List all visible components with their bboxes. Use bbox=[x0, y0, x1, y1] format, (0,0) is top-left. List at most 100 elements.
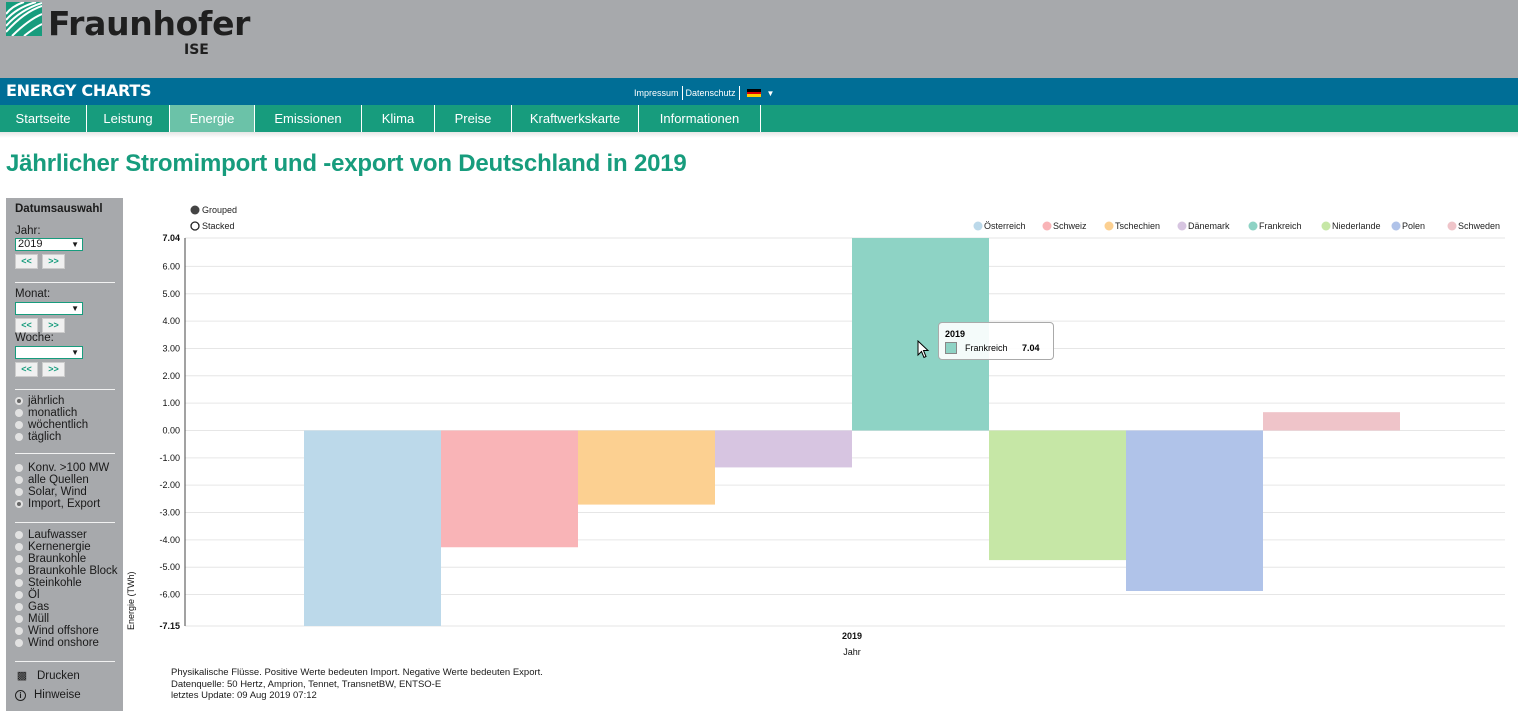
legend-label[interactable]: Tschechien bbox=[1115, 221, 1160, 231]
type-option-steinkohle[interactable]: Steinkohle bbox=[15, 577, 82, 589]
legend-swatch[interactable] bbox=[1248, 221, 1258, 231]
legend-swatch[interactable] bbox=[1447, 221, 1457, 231]
source-option-alle[interactable]: alle Quellen bbox=[15, 474, 89, 486]
divider bbox=[15, 522, 115, 523]
source-option-konv[interactable]: Konv. >100 MW bbox=[15, 462, 109, 474]
footnote-line: Datenquelle: 50 Hertz, Amprion, Tennet, … bbox=[171, 678, 442, 690]
stacked-radio-icon[interactable] bbox=[190, 221, 200, 231]
divider bbox=[15, 661, 115, 662]
type-option-muell[interactable]: Müll bbox=[15, 613, 49, 625]
legend-label[interactable]: Frankreich bbox=[1259, 221, 1302, 231]
bar-schweiz[interactable] bbox=[441, 430, 578, 548]
sidebar: Datumsauswahl Jahr: 2019 ▼ << >> Monat: ▼… bbox=[6, 198, 123, 711]
source-option-import-export[interactable]: Import, Export bbox=[15, 498, 100, 510]
notes-button[interactable]: i Hinweise bbox=[15, 689, 81, 701]
type-option-kernenergie[interactable]: Kernenergie bbox=[15, 541, 91, 553]
datenschutz-link[interactable]: Datenschutz bbox=[685, 88, 736, 98]
nav-item-emissionen[interactable]: Emissionen bbox=[255, 105, 362, 132]
radio-label: Kernenergie bbox=[28, 541, 91, 553]
type-option-wind-onshore[interactable]: Wind onshore bbox=[15, 637, 99, 649]
bar-tschechien[interactable] bbox=[578, 430, 715, 505]
tooltip-title: 2019 bbox=[945, 329, 966, 339]
bar-niederlande[interactable] bbox=[989, 430, 1126, 561]
interval-option-woechentlich[interactable]: wöchentlich bbox=[15, 419, 88, 431]
bar-schweden[interactable] bbox=[1263, 412, 1400, 431]
y-tick-label: 7.04 bbox=[162, 233, 180, 243]
interval-option-jaehrlich[interactable]: jährlich bbox=[15, 395, 64, 407]
bar-polen[interactable] bbox=[1126, 430, 1263, 592]
radio-label: täglich bbox=[28, 431, 62, 443]
x-axis-label: Jahr bbox=[843, 647, 861, 657]
chart-tooltip: 2019 Frankreich 7.04 bbox=[938, 322, 1054, 360]
week-prev-button[interactable]: << bbox=[15, 362, 38, 377]
footnote-line: letztes Update: 09 Aug 2019 07:12 bbox=[171, 690, 317, 701]
interval-option-monatlich[interactable]: monatlich bbox=[15, 407, 77, 419]
legend-label[interactable]: Niederlande bbox=[1332, 221, 1381, 231]
year-prev-button[interactable]: << bbox=[15, 254, 38, 269]
radio-label: jährlich bbox=[28, 395, 65, 407]
y-tick-label: -1.00 bbox=[159, 453, 180, 463]
interval-option-taeglich[interactable]: täglich bbox=[15, 431, 61, 443]
bar-österreich[interactable] bbox=[304, 430, 441, 626]
legend-label[interactable]: Schweiz bbox=[1053, 221, 1087, 231]
divider bbox=[15, 389, 115, 390]
radio-label: Braunkohle bbox=[28, 553, 87, 565]
main-nav: Startseite Leistung Energie Emissionen K… bbox=[0, 105, 1518, 132]
month-select[interactable]: ▼ bbox=[15, 302, 83, 315]
type-option-wind-offshore[interactable]: Wind offshore bbox=[15, 625, 99, 637]
type-option-oel[interactable]: Öl bbox=[15, 589, 40, 601]
x-tick-label: 2019 bbox=[842, 631, 862, 641]
y-tick-label: -7.15 bbox=[159, 621, 180, 631]
bar-dänemark[interactable] bbox=[715, 430, 852, 468]
legend-label[interactable]: Dänemark bbox=[1188, 221, 1230, 231]
nav-item-informationen[interactable]: Informationen bbox=[639, 105, 761, 132]
year-select[interactable]: 2019 ▼ bbox=[15, 238, 83, 251]
y-tick-label: 4.00 bbox=[162, 316, 180, 326]
month-prev-button[interactable]: << bbox=[15, 318, 38, 333]
y-tick-label: 5.00 bbox=[162, 289, 180, 299]
legend-swatch[interactable] bbox=[1042, 221, 1052, 231]
legend-swatch[interactable] bbox=[1391, 221, 1401, 231]
legend-label[interactable]: Schweden bbox=[1458, 221, 1500, 231]
source-option-solar-wind[interactable]: Solar, Wind bbox=[15, 486, 87, 498]
radio-icon bbox=[15, 433, 23, 441]
y-tick-label: -6.00 bbox=[159, 590, 180, 600]
legend-label[interactable]: Österreich bbox=[984, 221, 1026, 231]
de-flag-icon[interactable] bbox=[746, 89, 761, 98]
type-option-gas[interactable]: Gas bbox=[15, 601, 49, 613]
legend-swatch[interactable] bbox=[1321, 221, 1331, 231]
legend-label[interactable]: Polen bbox=[1402, 221, 1425, 231]
radio-icon bbox=[15, 500, 23, 508]
nav-item-startseite[interactable]: Startseite bbox=[0, 105, 87, 132]
type-option-braunkohle[interactable]: Braunkohle bbox=[15, 553, 86, 565]
nav-item-klima[interactable]: Klima bbox=[362, 105, 435, 132]
week-next-button[interactable]: >> bbox=[42, 362, 65, 377]
nav-item-leistung[interactable]: Leistung bbox=[87, 105, 170, 132]
radio-label: Wind onshore bbox=[28, 637, 99, 649]
stacked-label[interactable]: Stacked bbox=[202, 221, 235, 231]
brand-title[interactable]: ENERGY CHARTS bbox=[6, 81, 152, 100]
radio-icon bbox=[15, 627, 23, 635]
link-separator bbox=[738, 86, 740, 100]
type-option-laufwasser[interactable]: Laufwasser bbox=[15, 529, 87, 541]
month-next-button[interactable]: >> bbox=[42, 318, 65, 333]
print-label: Drucken bbox=[37, 669, 80, 682]
legend-swatch[interactable] bbox=[1104, 221, 1114, 231]
impressum-link[interactable]: Impressum bbox=[634, 88, 679, 98]
week-select[interactable]: ▼ bbox=[15, 346, 83, 359]
year-next-button[interactable]: >> bbox=[42, 254, 65, 269]
top-links: Impressum Datenschutz ▼ bbox=[634, 86, 774, 100]
logo-text: Fraunhofer bbox=[48, 4, 251, 43]
legend-swatch[interactable] bbox=[1177, 221, 1187, 231]
print-button[interactable]: ▩ Drucken bbox=[15, 669, 80, 683]
radio-label: Wind offshore bbox=[28, 625, 99, 637]
grouped-label[interactable]: Grouped bbox=[202, 205, 237, 215]
nav-item-preise[interactable]: Preise bbox=[435, 105, 512, 132]
chevron-down-icon: ▼ bbox=[71, 348, 79, 357]
nav-item-kraftwerkskarte[interactable]: Kraftwerkskarte bbox=[512, 105, 639, 132]
language-dropdown-icon[interactable]: ▼ bbox=[766, 88, 775, 98]
legend-swatch[interactable] bbox=[973, 221, 983, 231]
grouped-radio-icon[interactable] bbox=[190, 205, 200, 215]
nav-item-energie[interactable]: Energie bbox=[170, 105, 255, 132]
type-option-braunkohle-block[interactable]: Braunkohle Block bbox=[15, 565, 118, 577]
